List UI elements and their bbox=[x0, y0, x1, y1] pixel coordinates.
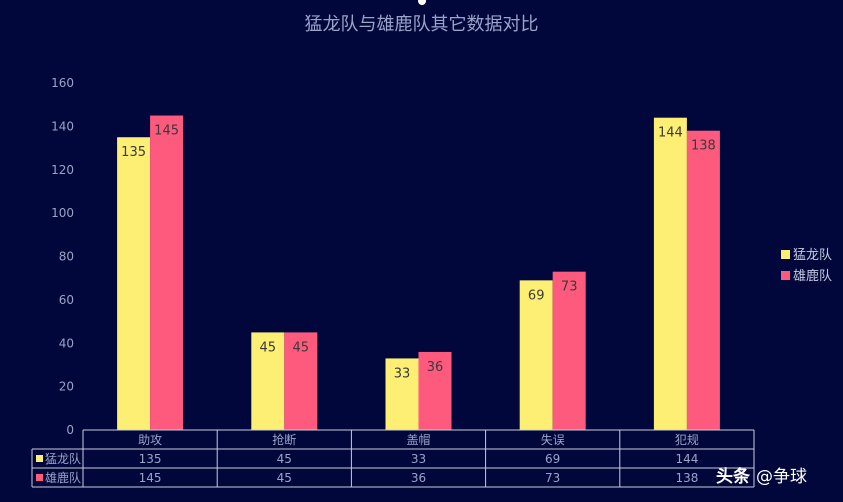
bar-series-2 bbox=[150, 115, 184, 430]
bar-data-label: 138 bbox=[691, 139, 716, 154]
y-tick-label: 0 bbox=[66, 423, 74, 437]
bar-data-label: 73 bbox=[561, 280, 578, 295]
table-cell: 138 bbox=[675, 471, 698, 485]
y-tick-label: 20 bbox=[59, 380, 74, 394]
bar-series-2 bbox=[552, 271, 586, 430]
y-tick-label: 40 bbox=[59, 336, 74, 350]
watermark: 头条 @争球 bbox=[716, 462, 807, 487]
bar-series-1 bbox=[251, 332, 285, 430]
y-tick-label: 160 bbox=[51, 76, 74, 90]
y-tick-label: 100 bbox=[51, 206, 74, 220]
bar-data-label: 145 bbox=[154, 124, 179, 139]
bar-series-1 bbox=[385, 358, 419, 430]
table-cell: 73 bbox=[545, 471, 560, 485]
table-cell: 33 bbox=[411, 452, 426, 466]
bar-data-label: 45 bbox=[293, 340, 310, 355]
table-cell: 69 bbox=[545, 452, 560, 466]
legend-label: 猛龙队 bbox=[793, 248, 832, 263]
category-label: 犯规 bbox=[675, 432, 699, 447]
bar-data-label: 33 bbox=[394, 366, 411, 381]
bar-data-label: 69 bbox=[528, 288, 545, 303]
table-legend-swatch bbox=[36, 455, 43, 462]
table-cell: 135 bbox=[139, 452, 162, 466]
legend-swatch bbox=[781, 250, 790, 259]
table-legend-swatch bbox=[36, 474, 43, 481]
table-cell: 45 bbox=[277, 452, 292, 466]
watermark-handle: @争球 bbox=[756, 467, 807, 487]
table-series-label: 雄鹿队 bbox=[45, 470, 81, 485]
category-label: 助攻 bbox=[138, 433, 162, 447]
bar-series-1 bbox=[653, 117, 687, 430]
table-cell: 45 bbox=[277, 471, 292, 485]
category-label: 盖帽 bbox=[406, 432, 430, 447]
bar-series-1 bbox=[519, 280, 553, 430]
top-indicator-dot bbox=[418, 0, 426, 5]
bar-series-2 bbox=[284, 332, 318, 430]
table-cell: 144 bbox=[675, 452, 698, 466]
bar-data-label: 135 bbox=[121, 145, 146, 160]
table-series-label: 猛龙队 bbox=[45, 451, 81, 466]
bar-data-label: 36 bbox=[427, 360, 444, 375]
bar-data-label: 144 bbox=[658, 126, 683, 141]
y-tick-label: 60 bbox=[59, 293, 74, 307]
legend-swatch bbox=[781, 271, 790, 280]
bar-series-1 bbox=[117, 137, 151, 430]
y-tick-label: 80 bbox=[59, 250, 74, 264]
legend-label: 雄鹿队 bbox=[793, 268, 832, 284]
y-tick-label: 120 bbox=[51, 163, 74, 177]
y-tick-label: 140 bbox=[51, 119, 74, 133]
table-cell: 145 bbox=[139, 471, 162, 485]
bar-data-label: 45 bbox=[260, 340, 277, 355]
bar-series-2 bbox=[418, 351, 452, 430]
watermark-brand: 头条 bbox=[716, 467, 750, 487]
category-label: 失误 bbox=[541, 432, 565, 447]
category-label: 抢断 bbox=[272, 432, 296, 447]
chart-title: 猛龙队与雄鹿队其它数据对比 bbox=[304, 14, 539, 35]
bar-series-2 bbox=[686, 130, 720, 430]
table-cell: 36 bbox=[411, 471, 426, 485]
